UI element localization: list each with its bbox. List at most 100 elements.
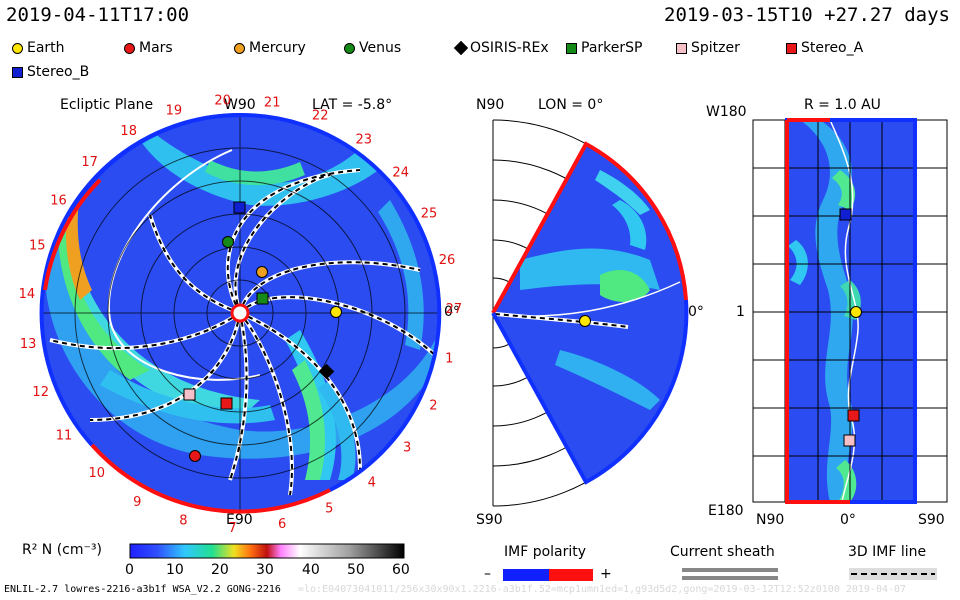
colorbar-tick: 20	[211, 562, 229, 578]
day-label: 8	[179, 513, 187, 528]
colorbar-tick: 30	[256, 562, 274, 578]
colorbar-gradient	[129, 543, 405, 559]
ecliptic-title: Ecliptic Plane	[60, 97, 154, 113]
legend-stereo-b: Stereo_B	[12, 64, 89, 80]
day-label: 16	[50, 194, 67, 209]
day-label: 27	[446, 302, 463, 317]
day-label: 19	[166, 104, 183, 119]
radial-spitzer-marker	[843, 434, 856, 447]
meridional-bottom-label: S90	[476, 512, 503, 528]
meridional-top-label: N90	[476, 97, 505, 113]
colorbar-tick: 50	[347, 562, 365, 578]
earth-icon	[12, 42, 23, 54]
day-label: 12	[32, 385, 49, 400]
spitzer-icon	[676, 42, 687, 54]
legend-parkersp: ParkerSP	[566, 40, 642, 56]
venus-marker	[222, 236, 234, 248]
colorbar	[129, 543, 405, 559]
ecliptic-bottom-label: E90	[226, 512, 253, 528]
day-label: 21	[264, 95, 281, 110]
radial-earth-marker	[850, 306, 862, 318]
day-label: 7	[228, 521, 236, 536]
day-label: 13	[20, 337, 37, 352]
run-time: 2019-03-15T10 +27.27 days	[664, 4, 950, 26]
radial-bottom-label: E180	[708, 503, 744, 519]
sun-icon	[230, 303, 250, 323]
venus-icon	[344, 42, 355, 54]
stereo-a-icon	[786, 42, 797, 54]
start-time: 2019-04-11T17:00	[6, 4, 190, 26]
parkersp-icon	[566, 42, 577, 54]
day-label: 9	[133, 495, 141, 510]
radial-x-tick: N90	[756, 512, 785, 528]
imf-negative-swatch	[503, 569, 549, 581]
day-label: 15	[29, 239, 46, 254]
colorbar-tick: 60	[392, 562, 410, 578]
imf-minus-label: –	[484, 566, 491, 582]
day-label: 10	[89, 466, 106, 481]
day-label: 5	[325, 502, 333, 517]
stereo-b-icon	[12, 66, 23, 78]
day-label: 25	[421, 207, 438, 222]
legend-mercury: Mercury	[234, 40, 306, 56]
parkersp-marker	[256, 292, 269, 305]
model-footer-faint: =lo:E04073041011/256x30x90x1.2216-a3b1f.…	[298, 584, 907, 595]
stereo-b-marker	[233, 201, 246, 214]
day-label: 26	[439, 253, 456, 268]
day-label: 3	[403, 441, 411, 456]
imf-polarity-label: IMF polarity	[504, 544, 587, 560]
day-label: 11	[56, 429, 73, 444]
radial-x-tick: 0°	[840, 512, 856, 528]
mercury-icon	[234, 42, 245, 54]
colorbar-label: R² N (cm⁻³)	[22, 542, 102, 558]
legend-osiris-rex: OSIRIS-REx	[453, 40, 549, 56]
day-label: 18	[120, 124, 137, 139]
day-label: 4	[368, 476, 376, 491]
meridional-title: LON = 0°	[538, 97, 604, 113]
day-label: 20	[214, 94, 231, 109]
radial-x-tick: S90	[918, 512, 945, 528]
ecliptic-lat-label: LAT = -5.8°	[312, 97, 393, 113]
colorbar-tick: 0	[125, 562, 134, 578]
radial-mid-label: 1	[736, 304, 745, 320]
radial-stereo-b-marker	[839, 208, 852, 221]
mercury-marker	[256, 266, 268, 278]
day-label: 24	[392, 166, 409, 181]
day-label: 6	[278, 517, 286, 532]
radial-top-label: W180	[706, 104, 747, 120]
day-label: 14	[19, 287, 36, 302]
day-label: 22	[312, 109, 329, 124]
imf-positive-swatch	[549, 569, 593, 581]
ecliptic-right-label: 0°	[444, 304, 460, 320]
colorbar-tick: 10	[166, 562, 184, 578]
current-sheath-line	[682, 568, 778, 572]
day-label: 17	[81, 155, 98, 170]
day-label: 2	[429, 399, 437, 414]
legend-earth: Earth	[12, 40, 65, 56]
current-sheath-line	[682, 576, 778, 580]
legend-mars: Mars	[124, 40, 173, 56]
radial-panel	[752, 118, 948, 504]
meridional-panel	[491, 119, 689, 507]
stereo-a-marker	[220, 397, 233, 410]
meridional-right-label: 0°	[688, 304, 704, 320]
spitzer-marker	[183, 388, 196, 401]
current-sheath-label: Current sheath	[670, 544, 775, 560]
legend-venus: Venus	[344, 40, 401, 56]
imf-line-label: 3D IMF line	[848, 544, 927, 560]
radial-title: R = 1.0 AU	[804, 97, 881, 113]
colorbar-tick: 40	[302, 562, 320, 578]
imf-plus-label: +	[600, 566, 612, 582]
model-footer: ENLIL-2.7 lowres-2216-a3b1f WSA_V2.2 GON…	[4, 584, 281, 595]
ecliptic-top-label: W90	[224, 97, 256, 113]
meridional-earth-marker	[579, 315, 591, 327]
day-label: 1	[445, 352, 453, 367]
radial-stereo-a-marker	[847, 409, 860, 422]
earth-marker	[330, 306, 342, 318]
legend-spitzer: Spitzer	[676, 40, 740, 56]
legend-stereo-a: Stereo_A	[786, 40, 863, 56]
mars-icon	[124, 42, 135, 54]
